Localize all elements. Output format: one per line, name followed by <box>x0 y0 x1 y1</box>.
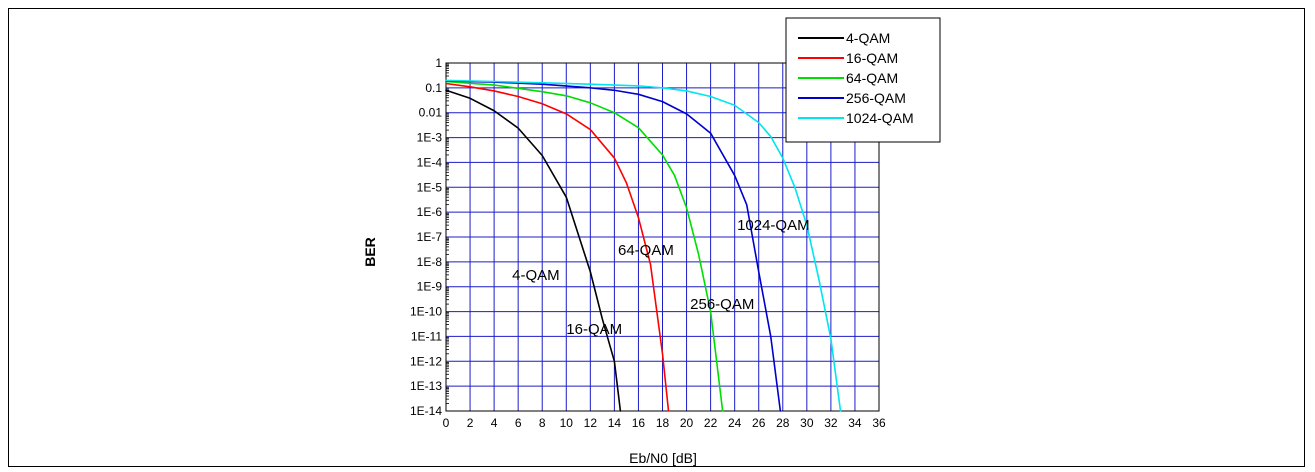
plot-border <box>445 62 880 412</box>
y-tick-label: 1E-14 <box>410 404 442 418</box>
legend-label: 4-QAM <box>846 30 890 46</box>
series-line-64-qam <box>445 80 724 412</box>
x-tick-label: 20 <box>680 416 694 430</box>
y-axis-title: BER <box>362 237 378 267</box>
y-tick-label: 1E-12 <box>410 354 442 368</box>
annotation-64-qam: 64-QAM <box>618 242 674 259</box>
x-tick-label: 28 <box>776 416 790 430</box>
x-tick-label: 4 <box>491 416 498 430</box>
x-tick-label: 16 <box>632 416 646 430</box>
y-tick-label: 1E-11 <box>411 329 442 343</box>
grid-horizontal <box>446 62 879 412</box>
legend-label: 16-QAM <box>846 50 898 66</box>
x-tick-label: 26 <box>752 416 766 430</box>
x-tick-label: 34 <box>848 416 862 430</box>
x-tick-label: 12 <box>584 416 598 430</box>
legend-label: 1024-QAM <box>846 110 914 126</box>
series-lines <box>445 79 842 412</box>
legend-label: 256-QAM <box>846 90 906 106</box>
y-tick-label: 1E-10 <box>410 305 442 319</box>
series-line-256-qam <box>445 80 782 412</box>
y-tick-label: 1E-5 <box>417 180 443 194</box>
x-tick-label: 24 <box>728 416 742 430</box>
x-tick-label: 10 <box>560 416 574 430</box>
x-tick-label: 8 <box>539 416 546 430</box>
legend: 4-QAM 16-QAM 64-QAM 256-QAM 1024-QAM <box>785 17 941 143</box>
annotation-4-qam: 4-QAM <box>512 267 560 284</box>
series-line-16-qam <box>445 82 670 412</box>
y-tick-label: 1E-7 <box>417 230 443 244</box>
y-tick-label: 0.01 <box>419 106 443 120</box>
x-tick-label: 30 <box>800 416 814 430</box>
x-tick-label: 36 <box>872 416 886 430</box>
y-tick-label: 1E-4 <box>417 155 443 169</box>
y-tick-label: 1E-3 <box>417 131 443 145</box>
x-axis-title: Eb/N0 [dB] <box>629 450 697 466</box>
series-line-4-qam <box>445 89 622 412</box>
x-tick-labels: 0 2 4 6 8 10 12 14 16 18 20 22 24 26 28 30 32 34 36 <box>443 416 886 430</box>
y-tick-label: 1E-9 <box>417 280 443 294</box>
annotation-16-qam: 16-QAM <box>566 321 622 338</box>
x-tick-label: 14 <box>608 416 622 430</box>
y-tick-label: 1E-13 <box>410 379 442 393</box>
x-tick-label: 6 <box>515 416 522 430</box>
annotation-1024-qam: 1024-QAM <box>737 217 810 234</box>
x-tick-label: 22 <box>704 416 718 430</box>
x-tick-label: 32 <box>824 416 838 430</box>
y-tick-label: 1E-6 <box>417 205 443 219</box>
x-tick-label: 18 <box>656 416 670 430</box>
y-tick-labels: 1 0.1 0.01 1E-3 1E-4 1E-5 1E-6 1E-7 1E-8 1E-9 1E-1… <box>410 56 442 418</box>
annotation-256-qam: 256-QAM <box>690 296 754 313</box>
legend-label: 64-QAM <box>846 70 898 86</box>
x-tick-label: 2 <box>467 416 474 430</box>
y-tick-label: 1 <box>435 56 442 70</box>
y-tick-label: 1E-8 <box>417 255 443 269</box>
y-tick-label: 0.1 <box>425 81 442 95</box>
x-tick-label: 0 <box>443 416 450 430</box>
series-line-1024-qam <box>445 79 842 412</box>
curve-annotations: 4-QAM 16-QAM 64-QAM 256-QAM 1024-QAM <box>512 217 809 338</box>
